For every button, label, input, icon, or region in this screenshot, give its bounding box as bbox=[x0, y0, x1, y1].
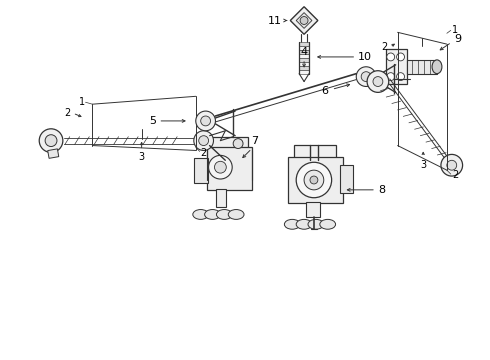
Polygon shape bbox=[296, 13, 312, 28]
Circle shape bbox=[396, 53, 405, 61]
Text: 2: 2 bbox=[201, 148, 207, 158]
Ellipse shape bbox=[284, 219, 300, 229]
Text: 3: 3 bbox=[139, 152, 145, 162]
Circle shape bbox=[356, 67, 376, 86]
Bar bbox=[207, 147, 252, 190]
Bar bbox=[299, 62, 309, 66]
Text: 9: 9 bbox=[455, 34, 462, 44]
Text: 2: 2 bbox=[65, 108, 71, 118]
Ellipse shape bbox=[205, 210, 220, 219]
Circle shape bbox=[396, 73, 405, 81]
Text: 3: 3 bbox=[420, 160, 426, 170]
Text: 6: 6 bbox=[322, 86, 329, 96]
Text: 5: 5 bbox=[149, 116, 156, 126]
Ellipse shape bbox=[432, 60, 442, 74]
Circle shape bbox=[199, 136, 209, 145]
Text: 2: 2 bbox=[453, 170, 459, 180]
Bar bbox=[299, 54, 309, 58]
Circle shape bbox=[300, 17, 308, 24]
Text: 10: 10 bbox=[358, 52, 372, 62]
Bar bbox=[299, 50, 309, 54]
Text: 4: 4 bbox=[300, 47, 308, 57]
Circle shape bbox=[194, 131, 214, 150]
Bar bbox=[408, 60, 437, 74]
Ellipse shape bbox=[228, 210, 244, 219]
Polygon shape bbox=[290, 7, 318, 34]
Bar bbox=[386, 49, 408, 85]
Text: 8: 8 bbox=[378, 185, 385, 195]
Circle shape bbox=[233, 139, 243, 148]
Bar bbox=[299, 70, 309, 74]
Circle shape bbox=[39, 129, 63, 152]
Circle shape bbox=[196, 111, 216, 131]
Bar bbox=[306, 202, 320, 217]
Bar bbox=[288, 157, 343, 203]
Circle shape bbox=[296, 162, 332, 198]
Text: 1: 1 bbox=[79, 97, 85, 107]
Bar bbox=[299, 46, 309, 50]
Ellipse shape bbox=[193, 210, 209, 219]
Ellipse shape bbox=[217, 210, 232, 219]
Circle shape bbox=[367, 71, 389, 93]
Text: 11: 11 bbox=[268, 15, 281, 26]
Circle shape bbox=[209, 156, 232, 179]
Circle shape bbox=[361, 72, 371, 82]
Text: 1: 1 bbox=[452, 25, 458, 35]
Text: 2: 2 bbox=[382, 42, 388, 52]
Circle shape bbox=[447, 160, 457, 170]
Bar bbox=[48, 149, 59, 158]
Bar bbox=[217, 189, 226, 207]
Bar bbox=[299, 42, 309, 46]
Circle shape bbox=[441, 154, 463, 176]
Bar bbox=[340, 165, 353, 193]
Ellipse shape bbox=[308, 219, 324, 229]
Bar bbox=[294, 145, 336, 160]
Bar bbox=[211, 137, 248, 150]
Circle shape bbox=[387, 53, 394, 61]
Bar bbox=[194, 158, 208, 183]
Bar bbox=[299, 66, 309, 70]
Circle shape bbox=[304, 170, 324, 190]
Ellipse shape bbox=[320, 219, 336, 229]
Circle shape bbox=[215, 161, 226, 173]
Text: 7: 7 bbox=[251, 136, 258, 145]
Circle shape bbox=[201, 116, 211, 126]
Bar bbox=[299, 58, 309, 62]
Circle shape bbox=[373, 77, 383, 86]
Circle shape bbox=[45, 135, 57, 147]
Circle shape bbox=[387, 73, 394, 81]
Ellipse shape bbox=[296, 219, 312, 229]
Circle shape bbox=[310, 176, 318, 184]
